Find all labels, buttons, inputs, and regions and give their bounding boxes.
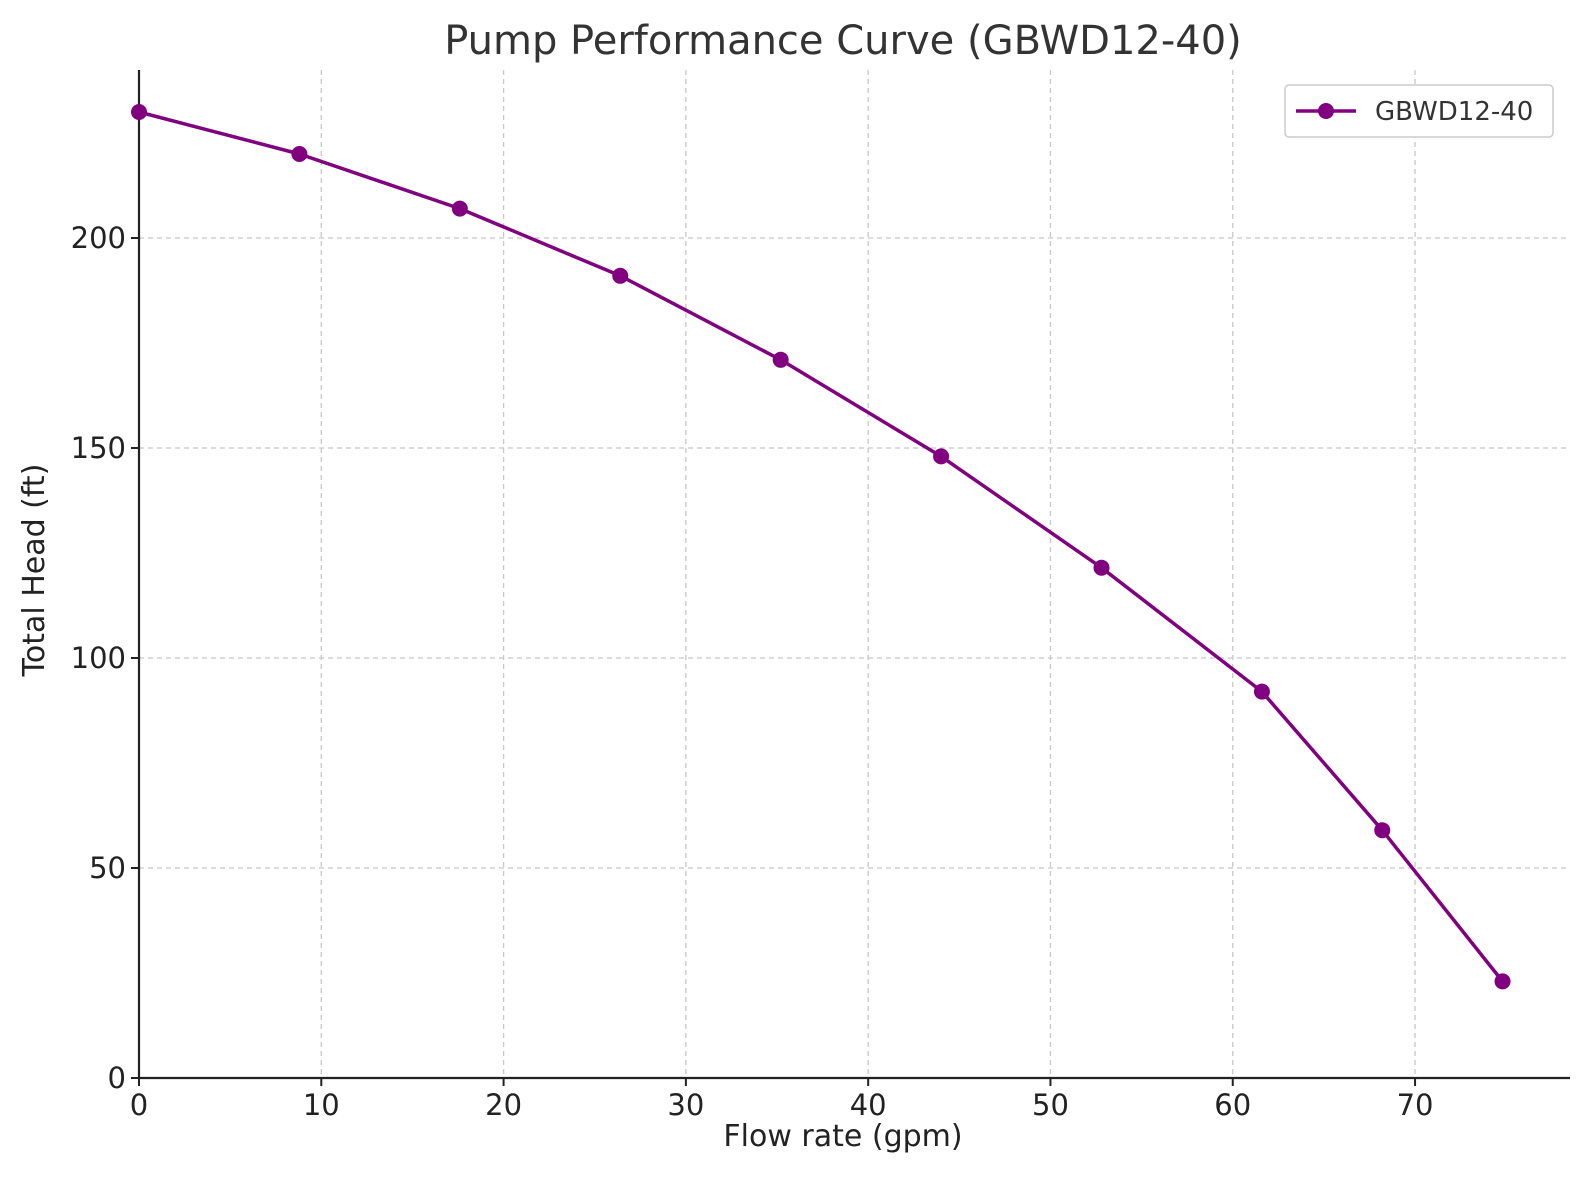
data-point — [291, 146, 308, 162]
data-point — [451, 200, 468, 217]
data-point — [1374, 822, 1391, 839]
chart-title: Pump Performance Curve (GBWD12-40) — [444, 18, 1242, 64]
axes — [137, 70, 1570, 1080]
legend-box — [1284, 84, 1554, 138]
y-tick-label: 100 — [71, 641, 126, 675]
legend-label: GBWD12-40 — [1375, 97, 1533, 127]
data-point — [1494, 973, 1511, 990]
x-tick-label: 30 — [667, 1088, 704, 1122]
data-point — [933, 448, 950, 465]
legend-marker — [1318, 103, 1334, 119]
y-ticks: 0 50 100 150 200 — [71, 221, 139, 1095]
x-tick-label: 60 — [1214, 1088, 1251, 1122]
x-ticks: 0 10 20 30 40 50 60 70 — [130, 1078, 1434, 1122]
data-point — [612, 267, 629, 284]
x-tick-label: 0 — [130, 1088, 148, 1122]
grid — [139, 70, 1570, 1078]
y-tick-label: 50 — [89, 851, 126, 885]
series-line — [138, 110, 1504, 983]
data-point — [1253, 683, 1270, 700]
x-tick-label: 50 — [1032, 1088, 1069, 1122]
data-point — [1093, 559, 1110, 576]
y-tick-label: 150 — [71, 431, 126, 465]
x-axis-label: Flow rate (gpm) — [723, 1119, 962, 1154]
x-tick-label: 40 — [850, 1088, 887, 1122]
data-point — [772, 351, 789, 368]
y-tick-label: 200 — [71, 221, 126, 255]
y-tick-label: 0 — [108, 1061, 126, 1095]
data-point — [131, 104, 147, 120]
x-tick-label: 70 — [1397, 1088, 1434, 1122]
series-layer — [131, 104, 1511, 990]
x-tick-label: 20 — [485, 1088, 522, 1122]
legend: GBWD12-40 — [1284, 84, 1554, 138]
x-tick-label: 10 — [303, 1088, 340, 1122]
y-axis-label: Total Head (ft) — [17, 464, 52, 678]
